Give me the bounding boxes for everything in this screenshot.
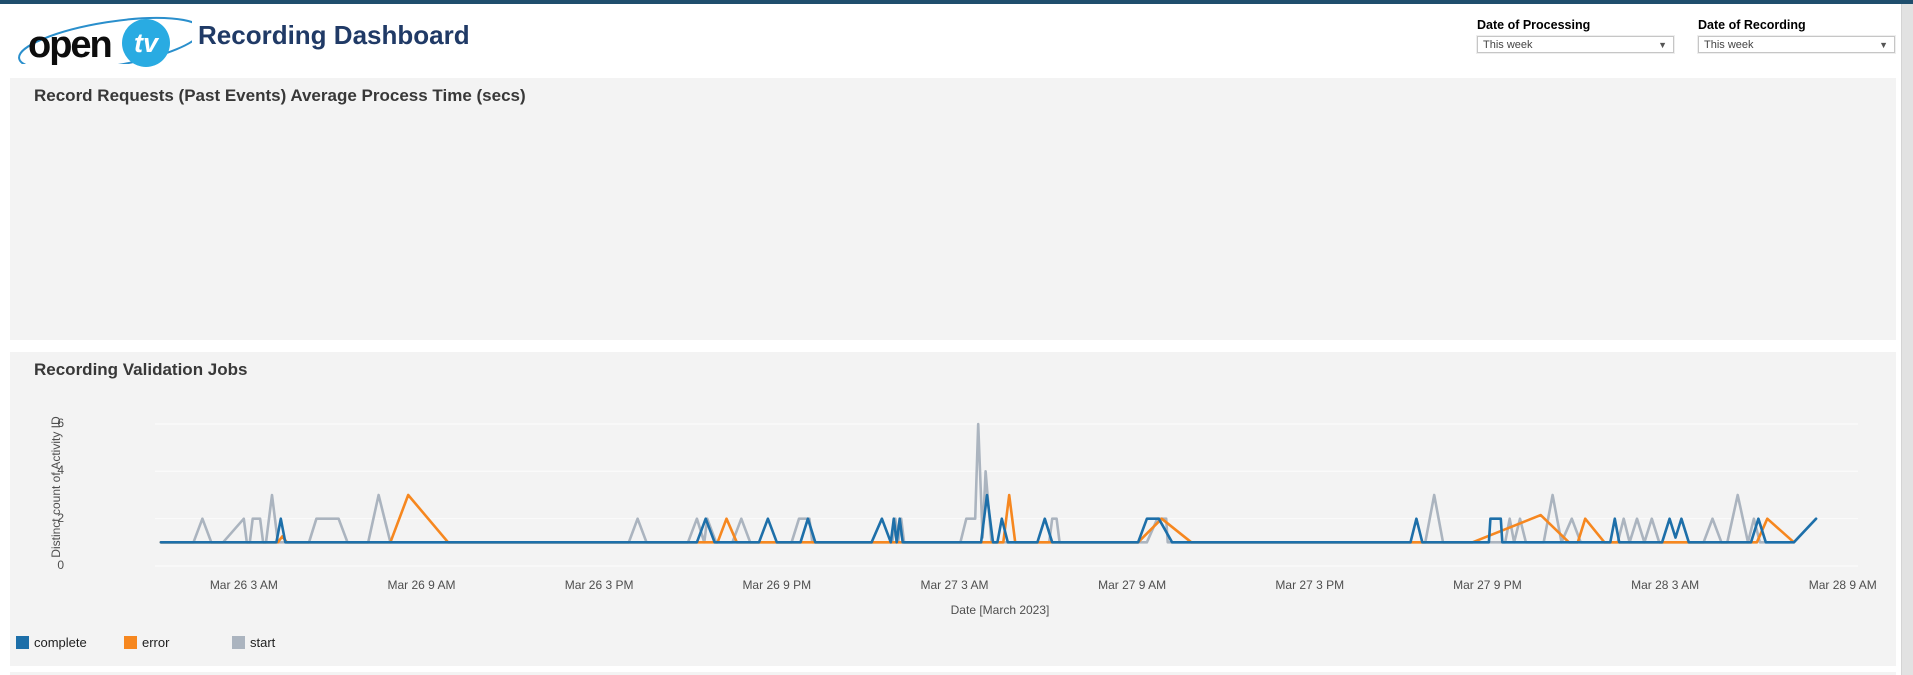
y-tick-label: 4 xyxy=(57,463,64,478)
record-requests-panel: Record Requests (Past Events) Average Pr… xyxy=(10,78,1896,340)
next-panel-edge xyxy=(10,672,1896,675)
x-tick-label: Mar 27 3 PM xyxy=(1275,578,1345,592)
legend-label: start xyxy=(250,634,276,650)
logo-tv-circle: tv xyxy=(122,19,170,67)
chevron-down-icon: ▼ xyxy=(1879,40,1888,50)
logo-swoosh-icon xyxy=(18,16,192,64)
x-tick-label: Mar 26 3 PM xyxy=(564,578,634,592)
x-tick-label: Mar 27 9 PM xyxy=(1453,578,1522,592)
y-tick-label: 6 xyxy=(57,415,64,430)
x-tick-label: Mar 26 9 PM xyxy=(742,578,812,592)
vertical-scrollbar[interactable] xyxy=(1901,4,1913,675)
x-tick-label: Mar 28 3 AM xyxy=(1631,578,1700,592)
x-axis-title: Date [March 2023] xyxy=(950,603,1050,617)
legend-label: error xyxy=(142,634,170,650)
legend-item-complete[interactable]: complete xyxy=(16,634,124,650)
legend-item-error[interactable]: error xyxy=(124,634,232,650)
x-tick-label: Mar 26 3 AM xyxy=(209,578,278,592)
recording-validation-jobs-panel: Recording Validation Jobs xyxy=(10,352,1896,666)
x-tick-label: Mar 26 9 AM xyxy=(387,578,456,592)
logo-word: open xyxy=(28,24,113,66)
date-of-recording-dropdown[interactable]: This week ▼ xyxy=(1698,36,1895,53)
x-tick-label: Mar 27 9 AM xyxy=(1098,578,1167,592)
complete-swatch-icon xyxy=(16,635,29,649)
date-of-processing-dropdown[interactable]: This week ▼ xyxy=(1477,36,1674,53)
validation-jobs-panel-title: Recording Validation Jobs xyxy=(34,360,248,379)
opentv-logo: open tv xyxy=(12,8,192,67)
chart-legend: complete error start xyxy=(16,634,340,650)
filter-label: Date of Processing xyxy=(1477,18,1591,32)
dropdown-selected-value: This week xyxy=(1483,39,1533,51)
dropdown-selected-value: This week xyxy=(1704,39,1754,51)
filter-date-of-recording: Date of Recording This week ▼ xyxy=(1698,18,1898,53)
x-tick-label: Mar 27 3 AM xyxy=(920,578,989,592)
y-tick-label: 0 xyxy=(57,558,64,572)
chevron-down-icon: ▼ xyxy=(1658,40,1667,50)
record-requests-panel-title: Record Requests (Past Events) Average Pr… xyxy=(34,86,526,105)
legend-label: complete xyxy=(34,634,87,650)
y-tick-label: 2 xyxy=(57,510,64,525)
filter-date-of-processing: Date of Processing This week ▼ xyxy=(1477,18,1677,53)
page-title: Recording Dashboard xyxy=(198,20,470,50)
filter-label: Date of Recording xyxy=(1698,18,1806,32)
legend-item-start[interactable]: start xyxy=(232,634,340,650)
x-tick-label: Mar 28 9 AM xyxy=(1808,578,1877,592)
logo-tv-text: tv xyxy=(133,28,158,58)
top-accent-bar xyxy=(0,0,1913,4)
start-swatch-icon xyxy=(232,635,245,649)
error-swatch-icon xyxy=(124,635,137,649)
